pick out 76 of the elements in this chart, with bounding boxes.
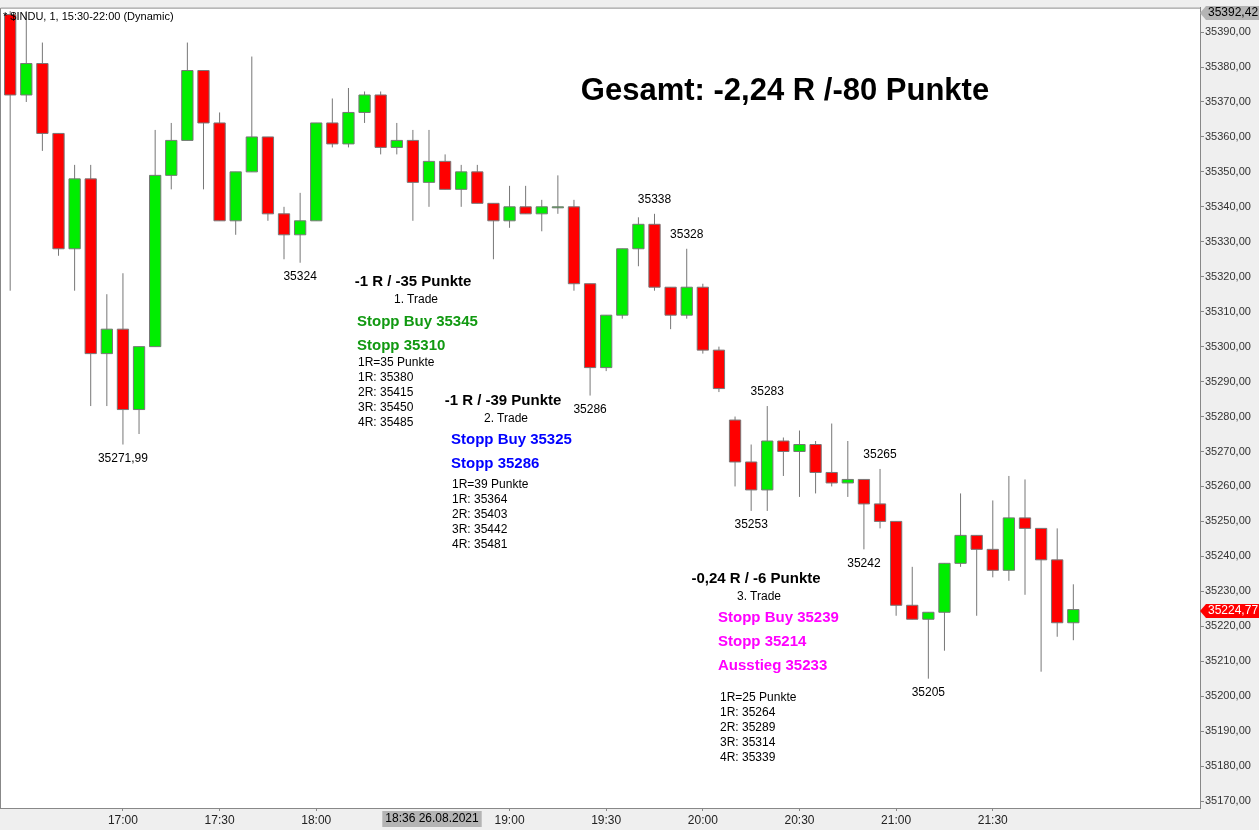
x-tick-label: 17:30 — [204, 812, 235, 827]
annotation: -1 R / -39 Punkte — [444, 391, 562, 409]
y-tick-label: 35260,00 — [1205, 479, 1251, 492]
x-tick-label: 18:00 — [301, 812, 332, 827]
x-tick-label: 20:30 — [784, 812, 815, 827]
annotation: 35205 — [911, 684, 946, 699]
y-tick-label: 35240,00 — [1205, 549, 1251, 562]
text: 35224,77 — [1208, 603, 1259, 618]
annotation: Stopp Buy 35345 — [357, 312, 478, 330]
candlestick — [793, 430, 806, 498]
annotation: Stopp 35286 — [451, 454, 540, 472]
y-tick-label: 35190,00 — [1205, 724, 1251, 737]
x-tick-label: 20:00 — [687, 812, 719, 827]
y-tick-label: 35180,00 — [1205, 759, 1251, 772]
annotation: 35253 — [734, 517, 769, 532]
x-tick-label: 19:30 — [591, 812, 622, 827]
annotation: Stopp Buy 35325 — [451, 430, 572, 448]
annotation: 2. Trade — [483, 411, 529, 426]
y-tick-label: 35380,00 — [1205, 60, 1251, 73]
annotation: 35338 — [637, 192, 672, 207]
annotation: 35242 — [847, 555, 881, 570]
y-tick-label: 35170,00 — [1205, 794, 1251, 807]
annotation: 4R: 35485 — [358, 415, 414, 430]
annotation: 35328 — [670, 227, 704, 242]
annotation: 3R: 35314 — [720, 735, 776, 750]
x-tick-label: 17:00 — [107, 812, 139, 827]
annotation: 2R: 35403 — [452, 507, 508, 522]
annotation: 35271,99 — [97, 450, 149, 465]
y-tick-label: 35200,00 — [1205, 689, 1251, 702]
annotation: 3. Trade — [736, 589, 782, 604]
annotation: -1 R / -35 Punkte — [354, 272, 472, 290]
annotation: 35324 — [283, 269, 318, 284]
y-tick-label: 35270,00 — [1205, 444, 1251, 457]
annotation: Stopp Buy 35239 — [718, 608, 839, 626]
annotation: 3R: 35442 — [452, 522, 508, 537]
y-tick-label: 35310,00 — [1205, 304, 1251, 317]
y-tick-label: 35210,00 — [1205, 654, 1251, 667]
annotation: Stopp 35310 — [357, 336, 446, 354]
y-tick-label: 35290,00 — [1205, 374, 1251, 387]
annotation: -0,24 R / -6 Punkte — [691, 569, 821, 587]
text: 18:36 26.08.2021 — [385, 811, 480, 826]
y-tick-label: 35340,00 — [1205, 199, 1251, 212]
annotation: 1R: 35380 — [358, 370, 414, 385]
y-tick-label: 35220,00 — [1205, 619, 1251, 632]
text: 35392,42 — [1208, 5, 1259, 20]
annotation: 35265 — [863, 447, 898, 462]
annotation: 1R=39 Punkte — [452, 477, 529, 492]
annotation: Ausstieg 35233 — [718, 656, 828, 674]
y-tick-label: 35350,00 — [1205, 164, 1251, 177]
annotation: 1R=35 Punkte — [358, 355, 435, 370]
y-tick-label: 35390,00 — [1205, 25, 1251, 38]
annotation: 1R=25 Punkte — [720, 690, 797, 705]
chart-title: * $INDU, 1, 15:30-22:00 (Dynamic) — [3, 9, 174, 22]
y-tick-label: 35280,00 — [1205, 409, 1251, 422]
y-tick-label: 35300,00 — [1205, 339, 1251, 352]
annotation: 2R: 35415 — [358, 385, 414, 400]
y-tick-label: 35230,00 — [1205, 584, 1251, 597]
y-tick-label: 35250,00 — [1205, 514, 1251, 527]
annotation: 4R: 35339 — [720, 750, 776, 765]
annotation: Stopp 35214 — [718, 632, 808, 650]
annotation: 35283 — [750, 384, 785, 399]
y-tick-label: 35360,00 — [1205, 129, 1251, 142]
y-tick-label: 35320,00 — [1205, 269, 1251, 282]
annotation: 35286 — [573, 401, 608, 416]
y-tick-label: 35330,00 — [1205, 234, 1251, 247]
annotation: 1R: 35264 — [720, 705, 776, 720]
annotation: 1. Trade — [393, 292, 439, 307]
annotation: 1R: 35364 — [452, 492, 508, 507]
x-tick-label: 21:30 — [977, 812, 1009, 827]
annotation: Gesamt: -2,24 R /-80 Punkte — [580, 71, 990, 107]
x-tick-label: 21:00 — [881, 812, 912, 827]
y-tick-label: 35370,00 — [1205, 95, 1251, 107]
annotation: 3R: 35450 — [358, 400, 414, 415]
annotation: 4R: 35481 — [452, 537, 508, 552]
annotation: 2R: 35289 — [720, 720, 776, 735]
x-tick-label: 19:00 — [494, 812, 525, 827]
